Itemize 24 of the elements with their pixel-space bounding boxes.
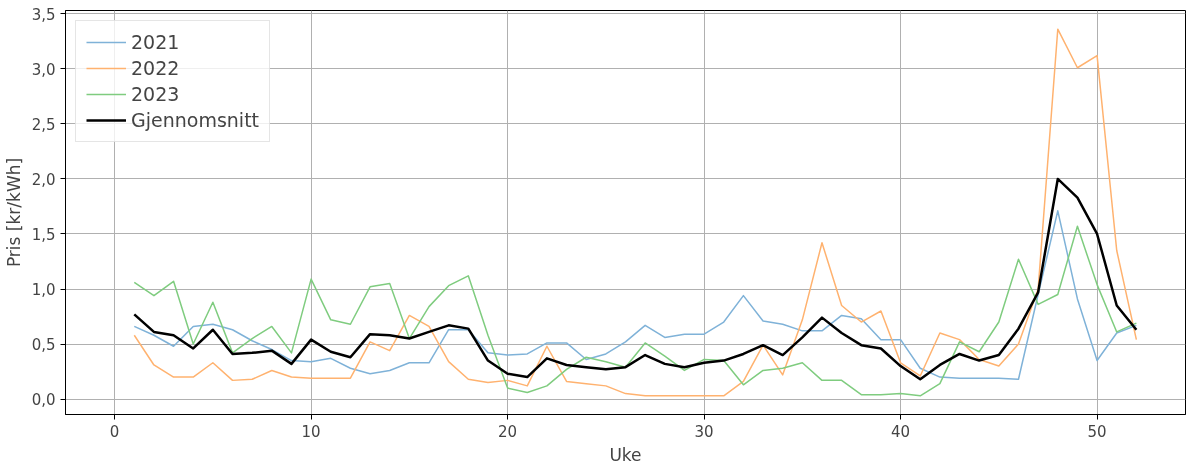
legend-label: 2022	[131, 57, 180, 79]
x-tick-label: 0	[109, 422, 120, 441]
y-tick-label: 0,5	[31, 336, 56, 355]
x-tick-label: 30	[694, 422, 714, 441]
x-tick-label: 10	[301, 422, 321, 441]
line-series	[133, 210, 1138, 381]
y-axis-title: Pris [kr/kWh]	[3, 157, 24, 268]
line-series	[133, 28, 1138, 397]
line-series	[133, 225, 1138, 397]
y-tick-label: 1,5	[31, 225, 56, 244]
legend-label: Gjennomsnitt	[131, 109, 260, 131]
y-tick-label: 0,0	[31, 391, 56, 410]
y-tick-label: 2,0	[31, 170, 56, 189]
y-tick-label: 1,0	[31, 281, 56, 300]
x-tick-label: 40	[891, 422, 911, 441]
y-tick-label: 2,5	[31, 115, 56, 134]
y-tick-label: 3,5	[31, 5, 56, 24]
y-tick-label: 3,0	[31, 60, 56, 79]
legend-label: 2021	[131, 31, 180, 53]
x-tick-label: 20	[498, 422, 518, 441]
x-axis-title: Uke	[609, 444, 642, 465]
legend-label: 2023	[131, 83, 180, 105]
line-series	[133, 177, 1138, 381]
x-tick-label: 50	[1087, 422, 1107, 441]
